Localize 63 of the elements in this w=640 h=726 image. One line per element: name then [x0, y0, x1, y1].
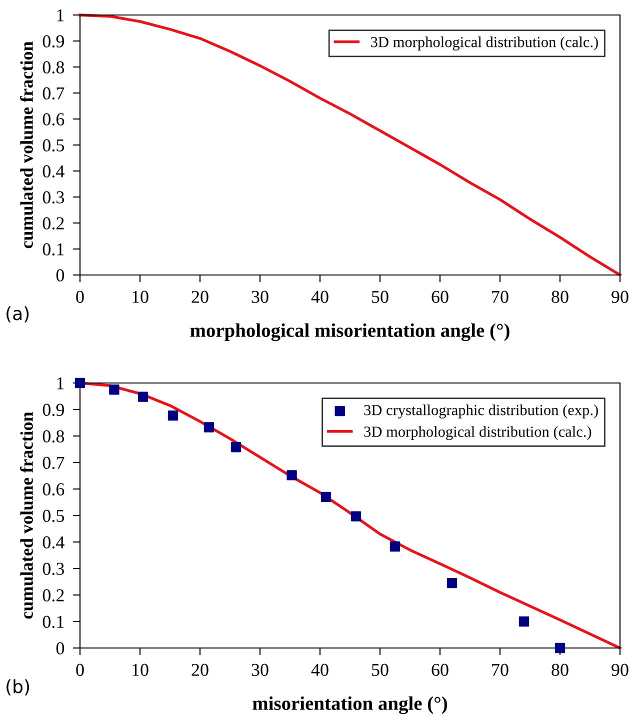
x-tick-label: 70	[492, 290, 508, 303]
point	[554, 642, 566, 654]
x-tick-label: 60	[432, 664, 448, 676]
point	[109, 384, 120, 395]
x-tick-label: 10	[132, 664, 148, 676]
y-tick-label: 0.6	[42, 113, 64, 126]
legend-label: 3D morphological distribution (calc.)	[364, 426, 592, 440]
x-axis-title: morphological misorientation angle (°)	[190, 323, 510, 342]
x-tick-label: 50	[372, 664, 388, 676]
point	[286, 470, 297, 480]
point	[390, 541, 400, 552]
point	[204, 422, 214, 432]
x-tick-label: 30	[252, 664, 268, 676]
y-tick-label: 0.5	[42, 139, 64, 152]
y-tick-label: 0.1	[42, 243, 64, 256]
y-tick-label: 0	[56, 269, 64, 282]
x-tick-label: 80	[552, 290, 568, 303]
x-axis-title: misorientation angle (°)	[252, 696, 448, 714]
y-tick-label: 0.4	[42, 536, 64, 549]
point	[168, 410, 178, 421]
x-tick-label: 20	[192, 664, 208, 676]
y-tick-label: 0.5	[42, 510, 64, 522]
x-tick-label: 80	[552, 664, 568, 676]
y-tick-label: 0.4	[42, 165, 64, 178]
x-tick-label: 10	[132, 290, 148, 303]
x-tick-label: 70	[492, 664, 508, 676]
text: (a)	[6, 306, 29, 322]
y-tick-label: 0.7	[42, 456, 64, 470]
x-tick-label: 30	[252, 290, 268, 303]
y-tick-label: 0.8	[42, 61, 64, 74]
y-tick-label: 1	[57, 9, 64, 22]
y-tick-label: 0	[56, 642, 64, 654]
point	[230, 442, 242, 452]
x-tick-label: 0	[76, 290, 84, 303]
y-tick-label: 0.3	[42, 191, 64, 204]
x-tick-label: 90	[612, 664, 628, 676]
x-tick-label: 0	[76, 664, 84, 676]
x-tick-label: 90	[612, 290, 628, 303]
point	[320, 492, 332, 502]
y-tick-label: 1	[57, 377, 64, 390]
point	[138, 392, 148, 402]
y-tick-label: 0.2	[42, 217, 64, 230]
y-axis-title: cumulated volume fraction	[20, 41, 33, 248]
x-tick-label: 40	[311, 664, 328, 676]
y-tick-label: 0.7	[42, 87, 64, 100]
point	[446, 578, 458, 588]
y-tick-label: 0.9	[42, 404, 64, 416]
y-tick-label: 0.9	[42, 35, 64, 48]
legend-label: 3D morphological distribution (calc.)	[371, 36, 598, 50]
x-tick-label: 50	[372, 290, 388, 303]
point	[518, 616, 530, 627]
y-tick-label: 0.3	[42, 562, 64, 576]
x-tick-label: 20	[192, 290, 208, 303]
text: (b)	[6, 679, 29, 696]
y-tick-label: 0.6	[42, 483, 64, 496]
y-axis-title: cumulated volume fraction	[20, 412, 33, 619]
legend-label: 3D crystallographic distribution (exp.)	[364, 404, 598, 418]
y-tick-label: 0.8	[42, 430, 64, 443]
y-tick-label: 0.1	[42, 616, 64, 628]
y-tick-label: 0.2	[42, 589, 64, 602]
x-tick-label: 60	[432, 290, 448, 303]
x-tick-label: 40	[311, 290, 328, 303]
point	[350, 511, 362, 522]
